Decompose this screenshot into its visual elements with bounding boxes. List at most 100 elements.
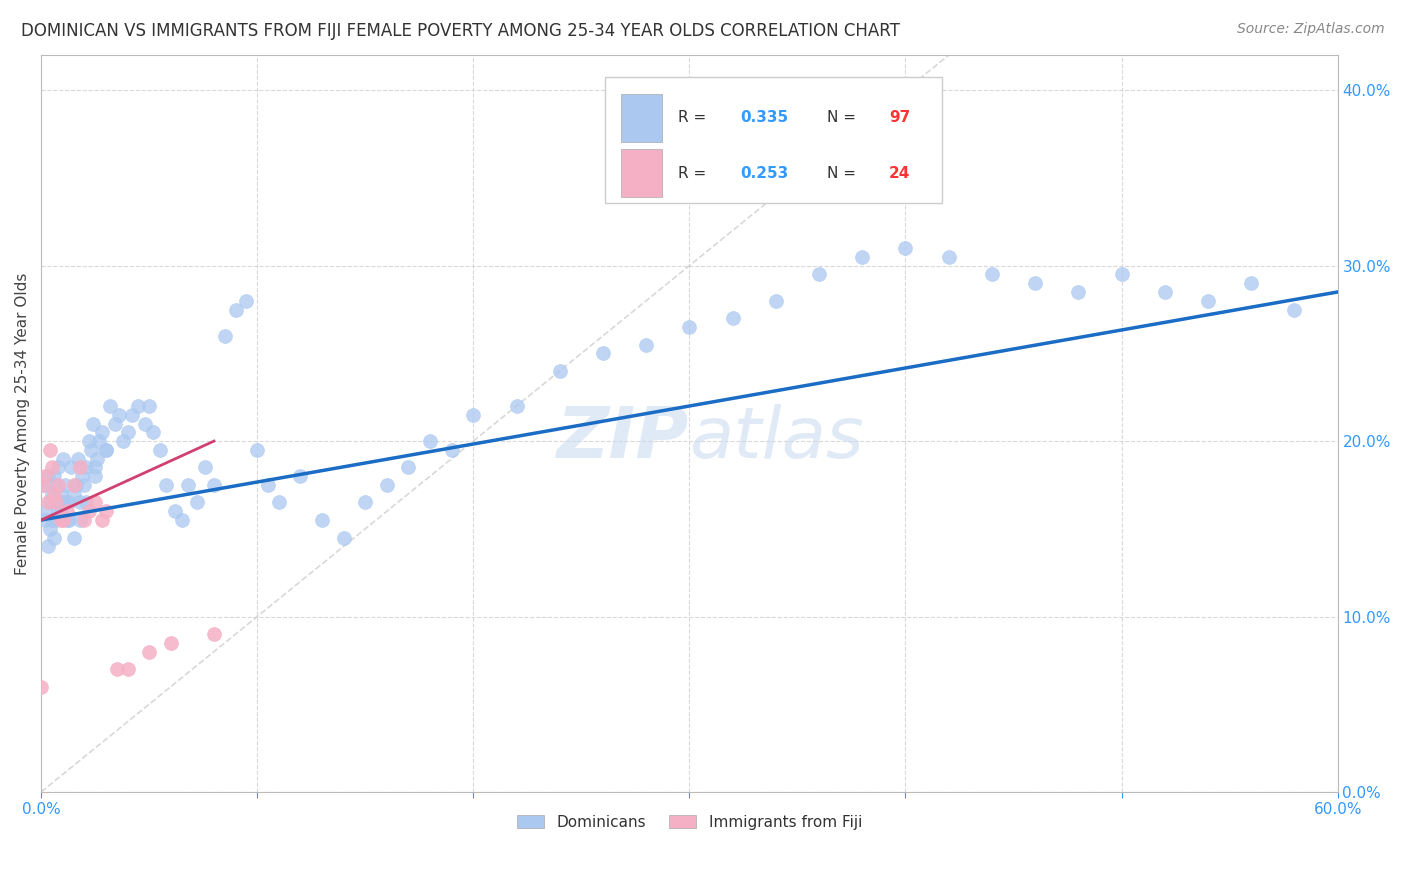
Text: atlas: atlas — [689, 404, 865, 473]
Point — [332, 531, 354, 545]
Point — [194, 460, 217, 475]
Point — [52, 513, 75, 527]
Point — [94, 504, 117, 518]
Point — [32, 478, 55, 492]
Point — [41, 487, 63, 501]
Point — [42, 531, 65, 545]
Point — [60, 460, 83, 475]
Point — [851, 250, 873, 264]
Text: N =: N = — [827, 166, 860, 180]
Point — [49, 487, 72, 501]
Point — [155, 478, 177, 492]
Point — [105, 662, 128, 676]
FancyBboxPatch shape — [605, 78, 942, 202]
Point — [311, 513, 333, 527]
Point — [235, 293, 257, 308]
Legend: Dominicans, Immigrants from Fiji: Dominicans, Immigrants from Fiji — [510, 809, 868, 836]
Point — [134, 417, 156, 431]
Text: Source: ZipAtlas.com: Source: ZipAtlas.com — [1237, 22, 1385, 37]
Point — [354, 495, 377, 509]
Y-axis label: Female Poverty Among 25-34 Year Olds: Female Poverty Among 25-34 Year Olds — [15, 272, 30, 574]
Text: 0.335: 0.335 — [740, 111, 789, 125]
Point — [246, 442, 269, 457]
Point — [90, 425, 112, 440]
Point — [117, 662, 139, 676]
Point — [257, 478, 280, 492]
Point — [202, 478, 225, 492]
Point — [30, 680, 52, 694]
Point — [32, 478, 55, 492]
Point — [186, 495, 208, 509]
Point — [84, 469, 107, 483]
Point — [84, 495, 107, 509]
Point — [117, 425, 139, 440]
Point — [290, 469, 312, 483]
Point — [121, 408, 143, 422]
Point — [375, 478, 398, 492]
Point — [165, 504, 187, 518]
Point — [214, 328, 236, 343]
Point — [149, 442, 172, 457]
Text: DOMINICAN VS IMMIGRANTS FROM FIJI FEMALE POVERTY AMONG 25-34 YEAR OLDS CORRELATI: DOMINICAN VS IMMIGRANTS FROM FIJI FEMALE… — [21, 22, 900, 40]
Point — [41, 513, 63, 527]
Point — [225, 302, 247, 317]
Point — [48, 504, 70, 518]
Point — [42, 469, 65, 483]
Point — [1240, 276, 1263, 290]
Point — [98, 399, 121, 413]
Point — [765, 293, 787, 308]
Point — [38, 442, 60, 457]
Point — [1197, 293, 1219, 308]
Point — [1284, 302, 1306, 317]
Point — [94, 442, 117, 457]
Text: N =: N = — [827, 111, 860, 125]
Point — [62, 487, 84, 501]
Point — [177, 478, 200, 492]
Point — [142, 425, 165, 440]
Point — [103, 417, 125, 431]
Point — [45, 495, 67, 509]
Point — [70, 469, 93, 483]
Point — [34, 469, 56, 483]
Point — [73, 478, 96, 492]
Text: 0.253: 0.253 — [740, 166, 789, 180]
Text: 24: 24 — [889, 166, 911, 180]
Point — [76, 495, 98, 509]
Point — [159, 636, 181, 650]
Point — [65, 478, 87, 492]
Point — [38, 495, 60, 509]
Point — [80, 442, 103, 457]
Point — [548, 364, 571, 378]
Point — [592, 346, 614, 360]
Point — [678, 320, 700, 334]
Point — [440, 442, 463, 457]
Point — [77, 504, 100, 518]
Point — [52, 495, 75, 509]
Text: ZIP: ZIP — [557, 404, 689, 473]
Point — [42, 487, 65, 501]
Text: R =: R = — [678, 111, 711, 125]
Point — [1024, 276, 1046, 290]
Point — [419, 434, 441, 448]
Point — [84, 460, 107, 475]
Point — [49, 504, 72, 518]
Point — [112, 434, 135, 448]
Point — [37, 495, 59, 509]
Point — [48, 460, 70, 475]
Point — [69, 495, 91, 509]
Point — [77, 434, 100, 448]
Point — [53, 478, 76, 492]
Point — [86, 451, 108, 466]
Text: 97: 97 — [889, 111, 910, 125]
Point — [202, 627, 225, 641]
Point — [52, 451, 75, 466]
Point — [938, 250, 960, 264]
Point — [94, 442, 117, 457]
Point — [69, 513, 91, 527]
Point — [808, 268, 831, 282]
Point — [56, 513, 79, 527]
Point — [721, 311, 744, 326]
Point — [138, 399, 160, 413]
Point — [56, 504, 79, 518]
Point — [980, 268, 1002, 282]
